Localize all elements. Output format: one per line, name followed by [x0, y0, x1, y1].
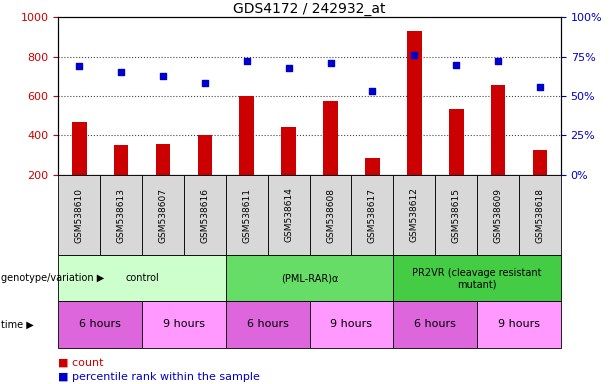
- Bar: [533, 150, 547, 214]
- Point: [242, 58, 251, 65]
- Bar: [491, 85, 505, 214]
- Text: GSM538611: GSM538611: [242, 187, 251, 243]
- Text: GSM538613: GSM538613: [116, 187, 126, 243]
- Text: 9 hours: 9 hours: [163, 319, 205, 329]
- Bar: [310, 301, 394, 348]
- Text: PR2VR (cleavage resistant
mutant): PR2VR (cleavage resistant mutant): [413, 268, 542, 289]
- Bar: [435, 175, 477, 255]
- Text: GSM538610: GSM538610: [75, 187, 84, 243]
- Text: 6 hours: 6 hours: [414, 319, 456, 329]
- Text: control: control: [125, 273, 159, 283]
- Text: GSM538608: GSM538608: [326, 187, 335, 243]
- Bar: [477, 175, 519, 255]
- Point: [535, 83, 545, 89]
- Point: [284, 65, 294, 71]
- Text: 6 hours: 6 hours: [79, 319, 121, 329]
- Point: [368, 88, 378, 94]
- Bar: [114, 145, 128, 214]
- Bar: [394, 175, 435, 255]
- Text: 9 hours: 9 hours: [498, 319, 540, 329]
- Bar: [310, 175, 351, 255]
- Point: [74, 63, 84, 69]
- Text: GSM538612: GSM538612: [409, 188, 419, 242]
- Point: [493, 58, 503, 65]
- Text: GSM538618: GSM538618: [535, 187, 544, 243]
- Bar: [240, 96, 254, 214]
- Text: GSM538615: GSM538615: [452, 187, 461, 243]
- Bar: [519, 175, 561, 255]
- Text: genotype/variation ▶: genotype/variation ▶: [1, 273, 104, 283]
- Text: (PML-RAR)α: (PML-RAR)α: [281, 273, 338, 283]
- Text: GSM538614: GSM538614: [284, 188, 293, 242]
- Bar: [407, 31, 422, 214]
- Point: [451, 61, 461, 68]
- Text: GSM538617: GSM538617: [368, 187, 377, 243]
- Point: [116, 70, 126, 76]
- Bar: [58, 301, 142, 348]
- Bar: [184, 175, 226, 255]
- Text: time ▶: time ▶: [1, 319, 33, 329]
- Text: GSM538607: GSM538607: [158, 187, 167, 243]
- Text: ■ percentile rank within the sample: ■ percentile rank within the sample: [58, 372, 260, 382]
- Text: 6 hours: 6 hours: [247, 319, 289, 329]
- Bar: [58, 255, 226, 301]
- Text: ■ count: ■ count: [58, 358, 104, 368]
- Bar: [226, 301, 310, 348]
- Bar: [449, 109, 463, 214]
- Bar: [58, 175, 100, 255]
- Text: GSM538616: GSM538616: [200, 187, 210, 243]
- Bar: [365, 158, 379, 214]
- Bar: [477, 301, 561, 348]
- Title: GDS4172 / 242932_at: GDS4172 / 242932_at: [234, 2, 386, 16]
- Point: [409, 52, 419, 58]
- Bar: [72, 122, 86, 214]
- Bar: [156, 144, 170, 214]
- Bar: [142, 175, 184, 255]
- Bar: [226, 175, 268, 255]
- Bar: [268, 175, 310, 255]
- Point: [200, 80, 210, 86]
- Point: [158, 73, 168, 79]
- Point: [326, 60, 335, 66]
- Text: 9 hours: 9 hours: [330, 319, 373, 329]
- Bar: [100, 175, 142, 255]
- Text: GSM538609: GSM538609: [493, 187, 503, 243]
- Bar: [197, 136, 212, 214]
- Bar: [281, 127, 296, 214]
- Bar: [394, 301, 477, 348]
- Bar: [226, 255, 394, 301]
- Bar: [323, 101, 338, 214]
- Bar: [351, 175, 394, 255]
- Bar: [142, 301, 226, 348]
- Bar: [394, 255, 561, 301]
